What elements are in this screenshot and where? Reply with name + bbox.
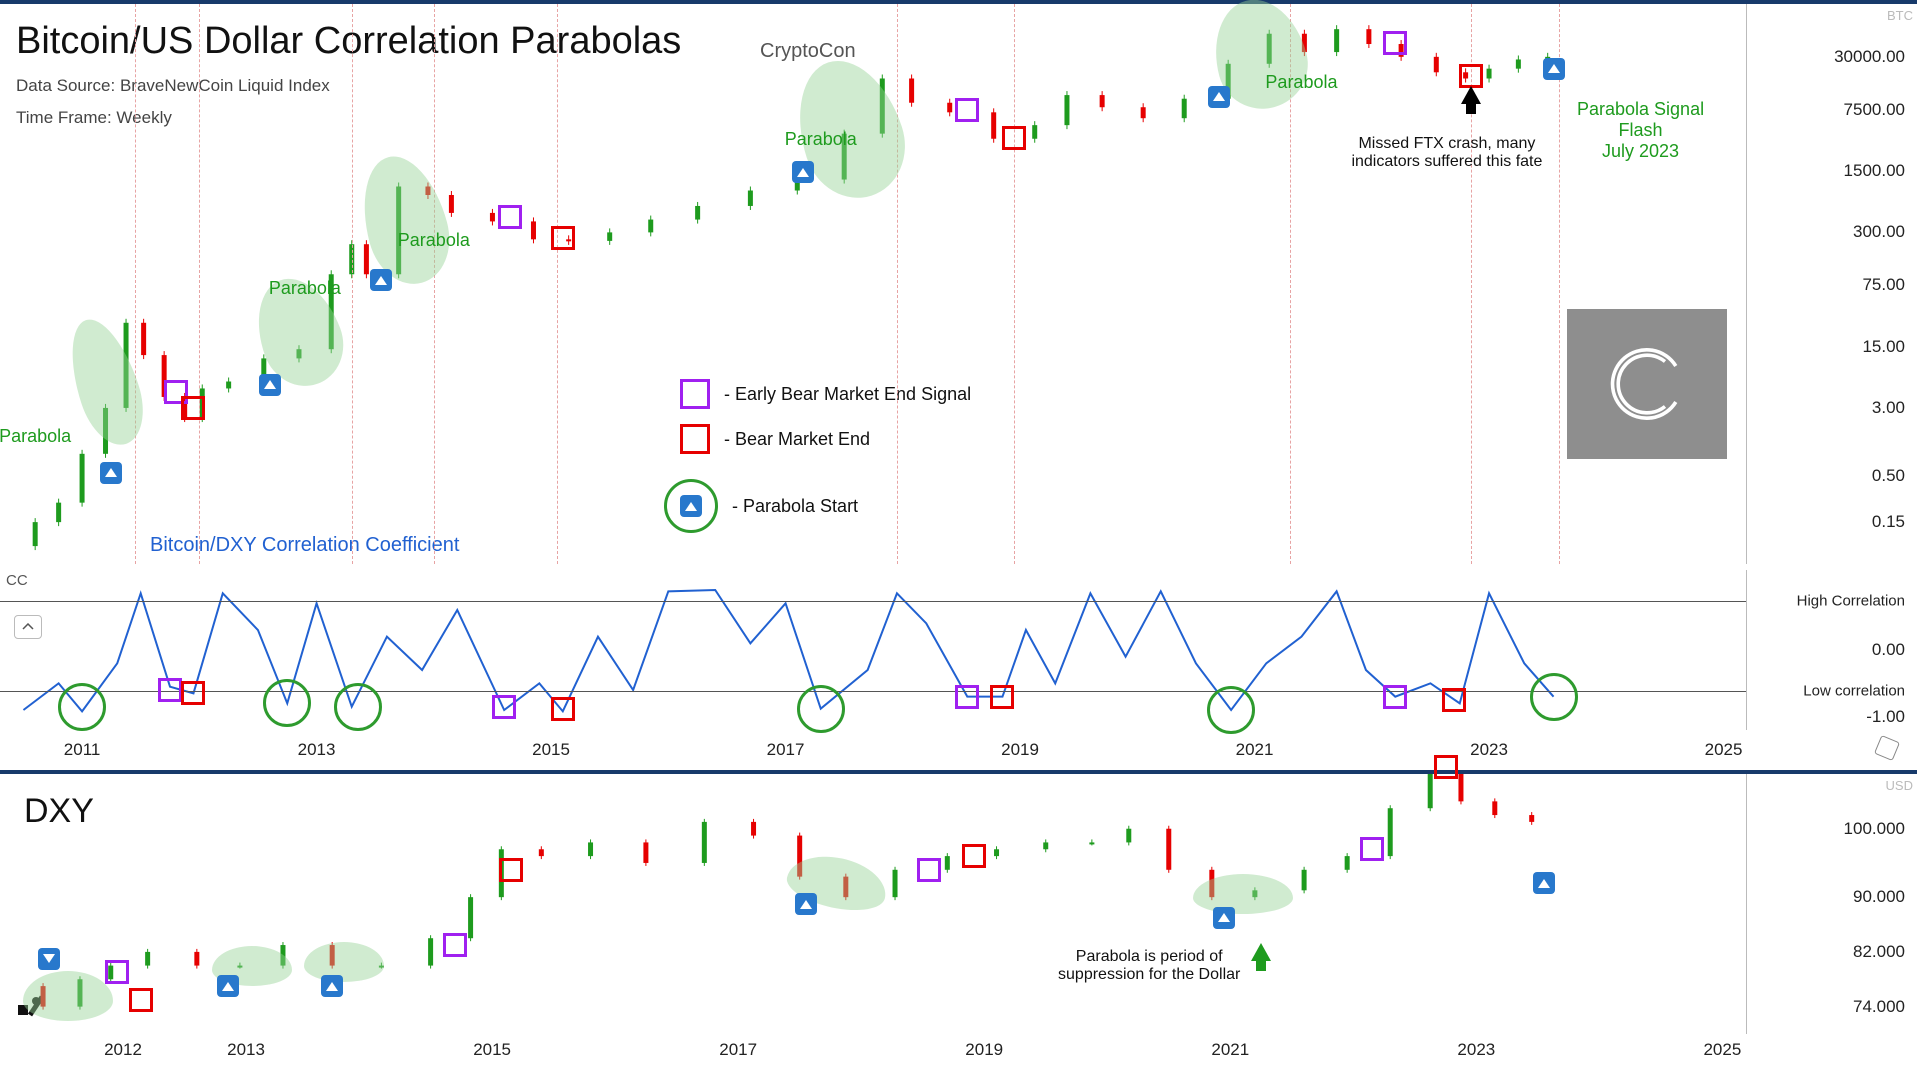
cc-y-axis[interactable]: 0.00 -1.00 High Correlation Low correlation [1746,570,1917,730]
y-tick: 75.00 [1862,275,1905,295]
y-tick: 30000.00 [1834,47,1905,67]
y-tick: 74.000 [1853,997,1905,1017]
x-tick: 2025 [1703,1040,1741,1060]
y-tick: 1500.00 [1844,161,1905,181]
btc-symbol-watermark: BTC [1887,8,1913,23]
x-tick: 2015 [473,1040,511,1060]
x-tick: 2025 [1705,740,1743,760]
top-x-axis[interactable]: 2011 2013 2015 2017 2019 2021 2023 2025 [0,730,1747,766]
x-tick: 2013 [227,1040,265,1060]
x-tick: 2017 [767,740,805,760]
dxy-panel[interactable]: DXY Parabola is period of suppression fo… [0,770,1917,1034]
y-tick: 7500.00 [1844,100,1905,120]
y-tick: 3.00 [1872,398,1905,418]
dxy-symbol-watermark: USD [1886,778,1913,793]
btc-price-panel[interactable]: Bitcoin/US Dollar Correlation Parabolas … [0,0,1917,564]
x-tick: 2019 [1001,740,1039,760]
x-tick: 2015 [532,740,570,760]
y-tick: 90.000 [1853,887,1905,907]
y-tick: -1.00 [1866,707,1905,727]
y-tick: 0.50 [1872,466,1905,486]
cc-plot[interactable]: CC [0,570,1747,730]
y-tick: 0.00 [1872,640,1905,660]
y-tick: 15.00 [1862,337,1905,357]
dxy-y-axis[interactable]: USD 100.000 90.000 82.000 74.000 [1746,774,1917,1034]
x-tick: 2012 [104,1040,142,1060]
btc-overlay: ParabolaParabolaParabolaParabolaParabola… [0,4,1747,564]
correlation-panel[interactable]: CC 0.00 -1.00 High Correlation Low correlat… [0,570,1917,730]
y-tick: 0.15 [1872,512,1905,532]
x-tick: 2011 [64,740,101,760]
btc-price-plot[interactable]: Bitcoin/US Dollar Correlation Parabolas … [0,4,1747,564]
y-tick-text: High Correlation [1797,593,1905,610]
x-tick: 2021 [1236,740,1274,760]
dxy-plot[interactable]: DXY Parabola is period of suppression fo… [0,774,1747,1034]
dxy-overlay: Parabola is period of suppression for th… [0,774,1747,1034]
y-tick-text: Low correlation [1803,683,1905,700]
x-tick: 2017 [719,1040,757,1060]
x-tick: 2021 [1211,1040,1249,1060]
x-tick: 2013 [298,740,336,760]
btc-y-axis[interactable]: BTC 30000.00 7500.00 1500.00 300.00 75.00 15.… [1746,4,1917,564]
settings-icon[interactable] [1874,735,1900,761]
x-tick: 2019 [965,1040,1003,1060]
y-tick: 82.000 [1853,942,1905,962]
x-tick: 2023 [1470,740,1508,760]
dxy-x-axis[interactable]: 2012 2013 2015 2017 2019 2021 2023 2025 [0,1030,1747,1066]
y-tick: 100.000 [1844,819,1905,839]
y-tick: 300.00 [1853,222,1905,242]
x-tick: 2023 [1457,1040,1495,1060]
cc-overlay [0,570,1747,730]
